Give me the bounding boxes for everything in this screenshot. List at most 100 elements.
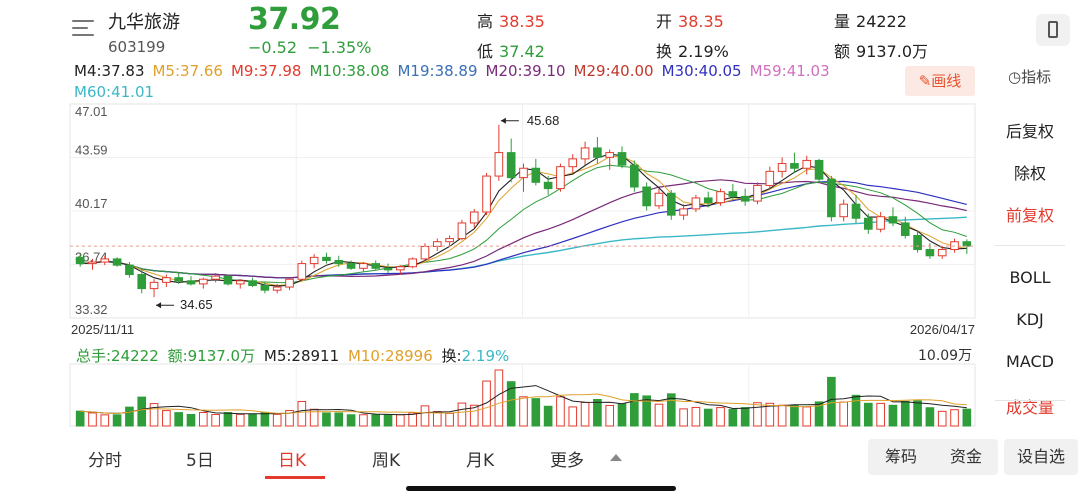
y-tick-label: 33.32 — [75, 302, 108, 317]
tab-5[interactable]: 更多 — [550, 451, 584, 471]
change-amount: −0.52 — [248, 38, 298, 57]
candle-body — [260, 284, 270, 291]
volume-bar — [396, 414, 405, 427]
ma-legend-item: M60:41.01 — [74, 83, 155, 101]
candle-body — [568, 158, 578, 168]
volume-bar — [630, 393, 639, 427]
volume-bar — [260, 411, 270, 427]
side-menu-item[interactable]: MACD — [1006, 352, 1054, 371]
volume-bar — [519, 396, 528, 427]
volume-bar — [531, 398, 541, 427]
volume-bar — [125, 406, 134, 427]
caret-up-icon[interactable] — [610, 454, 622, 461]
candle-body — [630, 164, 639, 188]
volume-m5: M5:28911 — [263, 347, 340, 365]
funds-button[interactable]: 资金 — [949, 447, 982, 466]
volume-bar — [482, 380, 491, 427]
volume-bar — [297, 400, 307, 427]
candle-body — [100, 258, 110, 263]
low-stat: 低 37.42 — [477, 38, 545, 62]
side-menu-item[interactable]: 前复权 — [1005, 206, 1054, 225]
volume-turnover: 2.19% — [461, 347, 510, 365]
volume-bar — [162, 410, 171, 427]
tab-1[interactable]: 5日 — [186, 451, 214, 471]
candle-body — [125, 264, 134, 276]
y-tick-label: 43.59 — [75, 142, 108, 157]
candle-body — [519, 167, 528, 179]
candle-body — [827, 178, 836, 218]
tab-3[interactable]: 周K — [372, 451, 401, 471]
active-tab-underline — [265, 476, 325, 479]
side-divider — [995, 400, 1065, 401]
candle-body — [506, 152, 516, 179]
volume-ma-10 — [80, 393, 967, 414]
ma-legend-item: M5:37.66 — [152, 62, 223, 80]
y-tick-label: 47.01 — [75, 104, 108, 119]
candle-body — [753, 184, 762, 202]
volume-bar — [876, 402, 885, 427]
volume-value: 24222 — [856, 12, 907, 31]
home-indicator — [406, 486, 676, 491]
x-end-label: 2026/04/17 — [910, 322, 975, 337]
candle-body — [420, 245, 430, 260]
volume-bar — [445, 412, 454, 427]
candle-body — [593, 147, 602, 158]
chips-button[interactable]: 筹码 — [884, 447, 917, 466]
candle-body — [790, 163, 799, 169]
candle-body — [285, 278, 294, 288]
candle-body — [445, 238, 454, 243]
volume-bar — [827, 376, 836, 427]
volume-bar — [506, 381, 516, 427]
phone-icon[interactable] — [1036, 14, 1070, 46]
volume-bar — [457, 402, 467, 427]
volume-bar — [605, 404, 615, 427]
high-annotation: 45.68 — [527, 113, 560, 128]
volume-bar — [383, 414, 393, 427]
side-menu-item[interactable]: BOLL — [1009, 268, 1051, 287]
side-menu-item[interactable]: 成交量 — [1005, 398, 1054, 417]
volume-bar — [494, 369, 504, 427]
turnover-stat: 换 2.19% — [656, 38, 729, 62]
side-menu-item[interactable]: KDJ — [1016, 310, 1044, 329]
add-watchlist-button[interactable]: 设自选 — [1004, 439, 1078, 475]
tab-0[interactable]: 分时 — [88, 451, 122, 471]
volume-bar — [790, 404, 799, 427]
candle-body — [75, 256, 85, 265]
candle-body — [359, 263, 368, 269]
candle-body — [186, 280, 196, 285]
candle-body — [765, 170, 775, 186]
tab-4[interactable]: 月K — [466, 451, 495, 471]
volume-bar — [272, 413, 282, 427]
volume-bar — [149, 403, 159, 427]
volume-bar — [223, 412, 233, 427]
ma-legend-row-2: M60:41.01 — [74, 83, 162, 101]
candle-body — [839, 203, 849, 218]
stock-code: 603199 — [108, 38, 166, 56]
volume-bar — [556, 396, 565, 427]
candle-body — [309, 256, 319, 265]
candle-body — [346, 263, 356, 269]
low-value: 37.42 — [499, 42, 545, 61]
ma-legend-item: M30:40.05 — [661, 62, 742, 80]
volume-bar — [913, 400, 922, 427]
volume-ma-5 — [80, 385, 967, 416]
volume-bar — [543, 405, 553, 427]
candle-body — [937, 249, 947, 257]
draw-line-button[interactable]: ✎画线 — [905, 66, 975, 96]
open-label: 开 — [656, 12, 673, 31]
high-label: 高 — [477, 12, 494, 31]
volume-bar — [716, 407, 725, 427]
side-menu-item[interactable]: 除权 — [1013, 164, 1046, 183]
volume-bar — [174, 412, 183, 427]
candle-body — [802, 159, 812, 169]
ma-legend-item: M9:37.98 — [230, 62, 302, 80]
candle-body — [396, 266, 405, 271]
ma-legend-item: M19:38.89 — [397, 62, 478, 80]
tab-2[interactable]: 日K — [278, 451, 307, 471]
candle-body — [642, 186, 651, 207]
candle-body — [297, 263, 307, 280]
indicator-button[interactable]: ◷指标 — [1008, 68, 1052, 86]
side-menu-item[interactable]: 后复权 — [1005, 122, 1054, 141]
menu-icon[interactable] — [72, 20, 94, 38]
